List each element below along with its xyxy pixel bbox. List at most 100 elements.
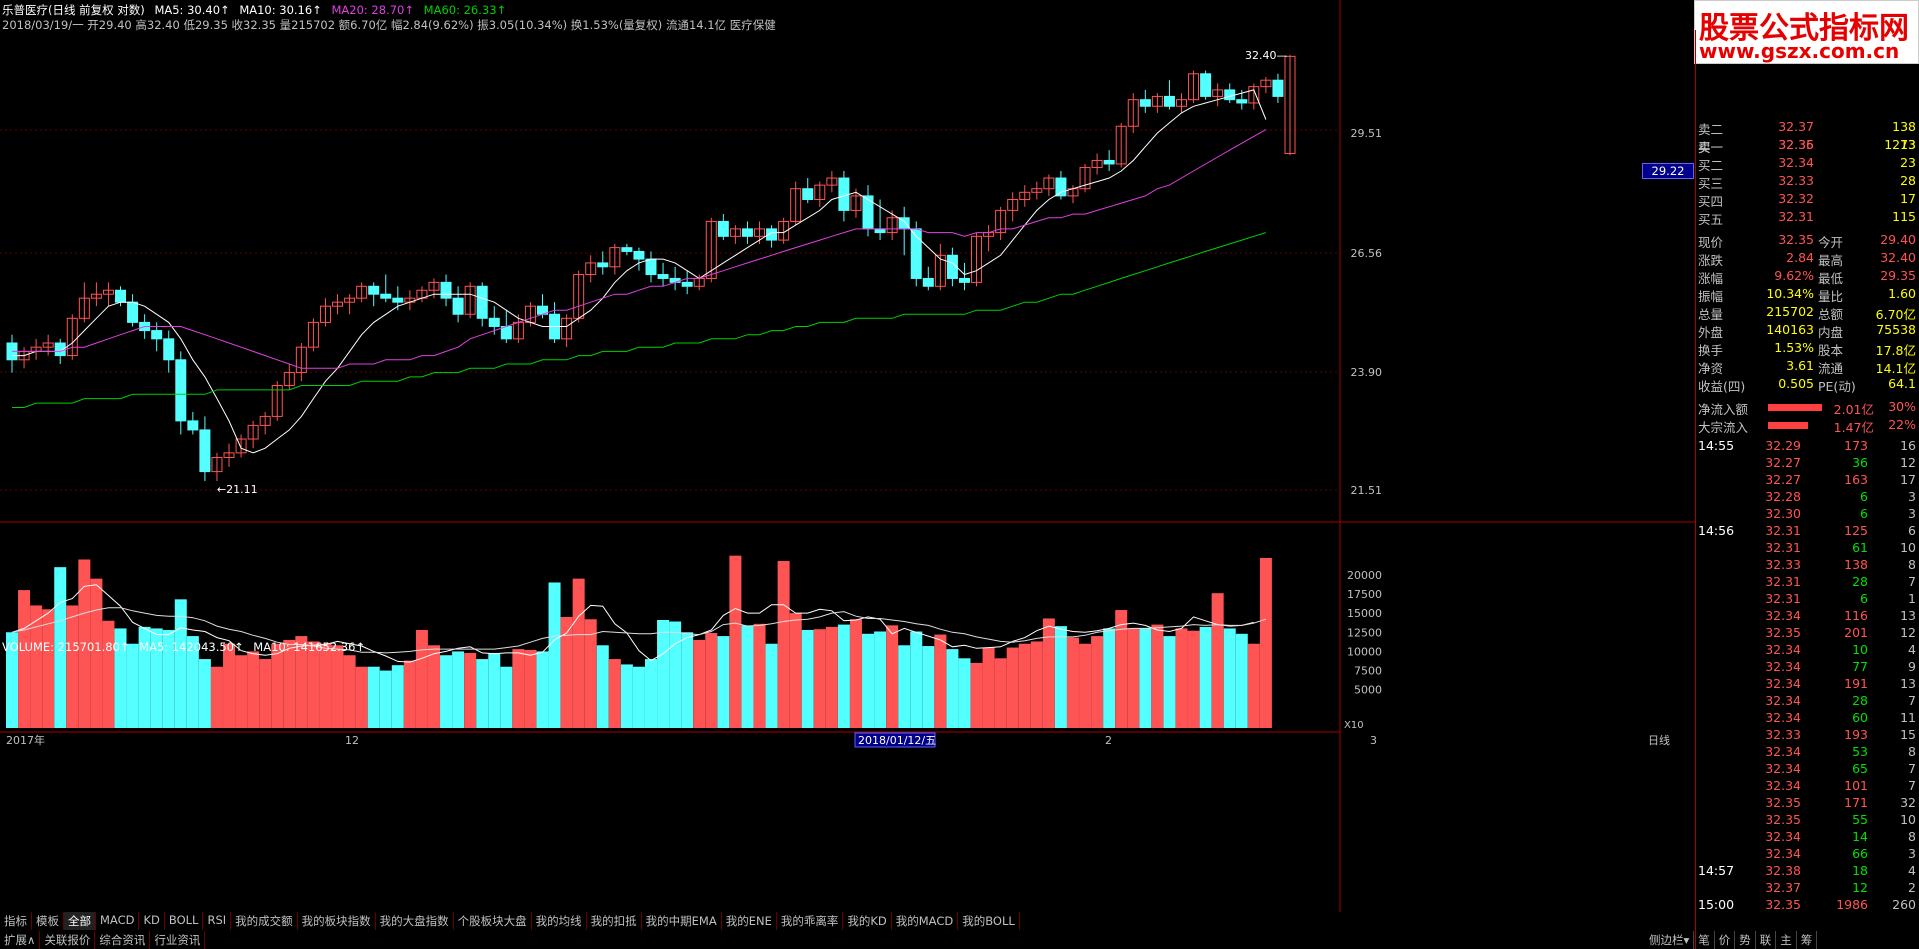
bottom-tab[interactable]: 行业资讯 [150, 931, 206, 949]
tick-row[interactable]: 32.33 138 8 [1696, 556, 1919, 574]
candle-up[interactable] [259, 415, 271, 426]
tick-row[interactable]: 32.35 55 10 [1696, 811, 1919, 829]
volume-bar[interactable] [174, 599, 187, 728]
volume-bar[interactable] [1151, 624, 1164, 728]
volume-bar[interactable] [1018, 643, 1031, 728]
quote-row[interactable]: 现价 32.35 今开 29.40 [1696, 231, 1919, 250]
tick-row[interactable]: 32.34 65 7 [1696, 760, 1919, 778]
buy-level[interactable]: 买二 32.34 23 [1696, 154, 1919, 173]
volume-bar[interactable] [608, 659, 621, 728]
volume-bar[interactable] [415, 629, 428, 728]
tick-row[interactable]: 32.31 6 1 [1696, 590, 1919, 608]
candle-up[interactable] [778, 220, 790, 241]
candle-up[interactable] [790, 188, 802, 222]
volume-bar[interactable] [994, 658, 1007, 728]
candle-down[interactable] [946, 254, 958, 279]
candle-up[interactable] [1151, 95, 1163, 107]
volume-bar[interactable] [476, 659, 489, 728]
candle-up[interactable] [1091, 159, 1103, 168]
candle-down[interactable] [958, 277, 970, 283]
quote-row[interactable]: 换手 1.53% 股本 17.8亿 [1696, 339, 1919, 358]
volume-bar[interactable] [1223, 628, 1236, 728]
volume-bar[interactable] [753, 623, 766, 728]
candle-up[interactable] [223, 452, 235, 459]
volume-bar[interactable] [825, 626, 838, 728]
candle-down[interactable] [1272, 79, 1284, 97]
volume-bar[interactable] [789, 613, 802, 728]
candle-up[interactable] [235, 438, 247, 454]
candle-down[interactable] [163, 338, 175, 361]
candle-up[interactable] [814, 184, 826, 201]
candle-up[interactable] [609, 247, 621, 268]
candle-down[interactable] [621, 247, 633, 252]
kline-chart[interactable]: 26.5623.9021.5129.5120000175001500012500… [0, 0, 1695, 912]
candle-down[interactable] [151, 330, 163, 340]
indicator-tab[interactable]: KD [139, 912, 165, 930]
candle-down[interactable] [838, 177, 850, 211]
indicator-tab[interactable]: 我的均线 [532, 912, 587, 930]
candle-up[interactable] [90, 293, 102, 299]
volume-bar[interactable] [669, 621, 682, 728]
volume-bar[interactable] [970, 662, 983, 728]
volume-bar[interactable] [512, 649, 525, 728]
volume-bar[interactable] [355, 666, 368, 728]
volume-bar[interactable] [223, 643, 236, 728]
volume-bar[interactable] [259, 659, 272, 728]
candle-up[interactable] [319, 305, 331, 323]
candle-down[interactable] [368, 285, 380, 295]
volume-bar[interactable] [1211, 593, 1224, 728]
volume-bar[interactable] [1115, 610, 1128, 728]
volume-bar[interactable] [874, 631, 887, 728]
volume-bar[interactable] [367, 666, 380, 728]
indicator-tab[interactable]: 我的KD [843, 912, 892, 930]
indicator-tab[interactable]: MACD [96, 912, 140, 930]
tick-row[interactable]: 32.37 12 2 [1696, 879, 1919, 897]
volume-bar[interactable] [1235, 633, 1248, 728]
volume-bar[interactable] [729, 555, 742, 728]
indicator-tab[interactable]: 全部 [64, 912, 96, 930]
candle-up[interactable] [211, 457, 223, 473]
candle-down[interactable] [1163, 95, 1175, 107]
volume-bar[interactable] [1006, 647, 1019, 728]
candle-down[interactable] [766, 228, 778, 241]
quote-row[interactable]: 涨幅 9.62% 最低 29.35 [1696, 267, 1919, 286]
volume-bar[interactable] [934, 634, 947, 728]
bottom-tab[interactable]: 关联报价 [40, 931, 96, 949]
volume-bar[interactable] [186, 636, 199, 728]
buy-level[interactable]: 买四 32.32 17 [1696, 190, 1919, 209]
side-tab[interactable]: 价 [1715, 931, 1736, 949]
candle-down[interactable] [681, 281, 693, 287]
quote-row[interactable]: 总量 215702 总额 6.70亿 [1696, 303, 1919, 322]
volume-bar[interactable] [777, 561, 790, 728]
candle-down[interactable] [657, 274, 669, 279]
tick-row[interactable]: 32.34 116 13 [1696, 607, 1919, 625]
volume-bar[interactable] [717, 636, 730, 728]
tick-row[interactable]: 32.35 201 12 [1696, 624, 1919, 642]
candle-up[interactable] [705, 220, 717, 279]
volume-bar[interactable] [849, 619, 862, 728]
candle-down[interactable] [187, 420, 199, 431]
indicator-tab[interactable]: 我的中期EMA [642, 912, 722, 930]
tick-row[interactable]: 32.30 6 3 [1696, 505, 1919, 523]
candle-up[interactable] [1188, 73, 1200, 101]
candle-down[interactable] [488, 317, 500, 327]
volume-bar[interactable] [343, 655, 356, 728]
volume-bar[interactable] [391, 665, 404, 728]
volume-bar[interactable] [560, 616, 573, 728]
volume-bar[interactable] [271, 643, 284, 728]
volume-bar[interactable] [319, 643, 332, 728]
candle-up[interactable] [1212, 89, 1224, 97]
candle-down[interactable] [802, 188, 814, 201]
tick-row[interactable]: 15:00 32.35 1986 260 [1696, 896, 1919, 914]
volume-bar[interactable] [958, 658, 971, 728]
candle-down[interactable] [115, 289, 127, 303]
volume-bar[interactable] [102, 620, 115, 728]
tick-row[interactable]: 32.31 61 10 [1696, 539, 1919, 557]
candle-down[interactable] [874, 228, 886, 234]
candle-down[interactable] [1103, 159, 1115, 165]
volume-bar[interactable] [1054, 626, 1067, 728]
candle-down[interactable] [175, 359, 187, 422]
candle-down[interactable] [922, 277, 934, 287]
candle-up[interactable] [1043, 177, 1055, 190]
quote-row[interactable]: 净资 3.61 流通 14.1亿 [1696, 357, 1919, 376]
